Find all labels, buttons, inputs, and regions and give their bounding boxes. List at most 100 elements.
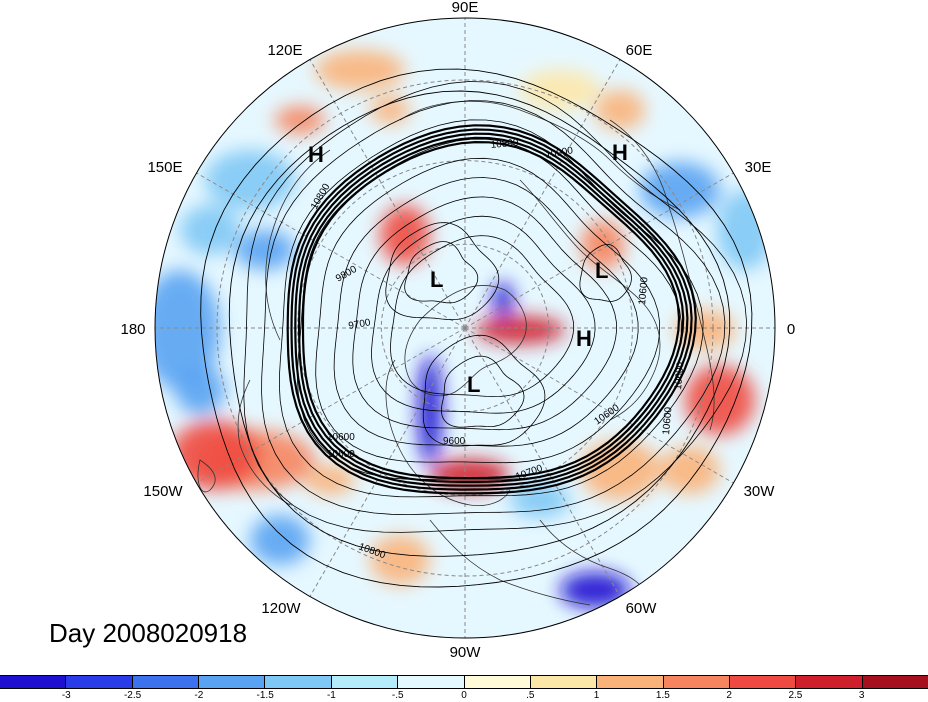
contour-line [301, 140, 681, 480]
contour-line [440, 355, 525, 428]
contour-label: 10600 [327, 432, 355, 443]
anomaly-patch [170, 420, 260, 490]
meridian-line [309, 59, 466, 329]
colorbar-box [131, 676, 199, 688]
contour-line [333, 177, 639, 447]
colorbar-label: -1.5 [256, 690, 274, 701]
lon-label-150w: 150W [143, 483, 183, 500]
meridian-line [464, 172, 734, 329]
low-pressure-label: L [467, 372, 480, 397]
contour-line [228, 90, 731, 557]
anomaly-patch [640, 162, 720, 218]
anomaly-patch [250, 515, 310, 565]
colorbar-box [463, 676, 530, 688]
contour-line [422, 334, 546, 447]
lon-label-60e: 60E [626, 42, 653, 59]
contour-line [315, 157, 660, 464]
contour-line [352, 196, 618, 431]
meridian-line [309, 327, 466, 597]
lon-label-90e: 90E [452, 0, 479, 16]
contour-label: 9600 [443, 436, 466, 447]
low-pressure-label: L [595, 258, 608, 283]
lon-label-0: 0 [787, 321, 795, 338]
colorbar-box [65, 676, 132, 688]
contour-line [200, 68, 753, 588]
contour-line [297, 136, 685, 483]
contour-line [371, 215, 596, 414]
meridian-line [464, 327, 734, 484]
meridian-line [464, 59, 621, 329]
anomaly-patch [380, 205, 430, 265]
colorbar-box [0, 676, 66, 688]
polar-stereographic-map: 10800 10900 10800 9800 9700 9600 10600 1… [120, 0, 795, 661]
contour-label: 10600 [637, 276, 650, 305]
anomaly-patch [493, 282, 513, 318]
longitude-labels: 90E 60E 30E 0 30W 60W 90W 120W 150W 180 … [120, 0, 795, 661]
meridian-line [464, 327, 621, 597]
colorbar-label: 1 [593, 690, 600, 701]
colorbar-label: -.5 [391, 690, 404, 701]
contour-line [385, 222, 500, 321]
lon-label-90w: 90W [450, 644, 482, 661]
colorbar-box [795, 676, 862, 688]
lon-label-30w: 30W [744, 483, 776, 500]
contour-line [404, 241, 479, 304]
meridian-line [196, 172, 466, 329]
colorbar-label: -3 [61, 690, 71, 701]
colorbar-label: -1 [326, 690, 336, 701]
lon-label-150e: 150E [147, 159, 182, 176]
latitude-circle [380, 243, 550, 413]
anomaly-patch [475, 316, 565, 344]
colorbar-label: .5 [526, 690, 535, 701]
anomaly-shading [155, 50, 773, 620]
contour-label: 10900 [545, 145, 575, 161]
colorbar-label: 1.5 [655, 690, 670, 701]
anomaly-patch [595, 90, 645, 130]
colorbar-label: -2.5 [123, 690, 142, 701]
colorbar-box [198, 676, 265, 688]
contour-line [286, 124, 697, 495]
contour-line [294, 132, 689, 487]
contour-line [579, 244, 632, 302]
colorbar [0, 675, 928, 689]
contour-line [261, 100, 726, 516]
anomaly-patch [205, 150, 295, 210]
colorbar-label: 3 [858, 690, 865, 701]
contour-label: 10600 [661, 406, 674, 435]
colorbar-box [596, 676, 663, 688]
map-border [154, 17, 776, 639]
colorbar-label: 2.5 [788, 690, 803, 701]
anomaly-patch [717, 190, 773, 270]
anomaly-patch [430, 459, 510, 491]
contour-label: 10600 [673, 361, 686, 390]
colorbar-box [529, 676, 597, 688]
contour-label: 9700 [348, 317, 372, 332]
graticule [155, 18, 775, 638]
high-pressure-label: H [308, 142, 324, 167]
pressure-centers: H H H L L L [308, 140, 628, 397]
map-title: Day 2008020918 [49, 618, 248, 648]
colorbar-box [264, 676, 331, 688]
low-pressure-label: L [430, 267, 443, 292]
contour-label: 10800 [490, 138, 519, 151]
colorbar-box [662, 676, 729, 688]
lon-label-120e: 120E [267, 42, 302, 59]
lon-label-120w: 120W [261, 600, 301, 617]
colorbar-labels: -3 -2.5 -2 -1.5 -1 -.5 0 .5 1 1.5 2 2.5 3 [0, 690, 928, 702]
anomaly-patch [315, 50, 405, 90]
latitude-circle [216, 79, 714, 577]
colorbar-box [861, 676, 928, 688]
anomaly-patch [275, 106, 325, 134]
colorbar-label: -2 [194, 690, 204, 701]
anomaly-patch [370, 96, 410, 124]
anomaly-patch [580, 440, 660, 500]
contour-line [243, 81, 748, 533]
anomaly-patch [180, 205, 240, 255]
colorbar-label: 0 [461, 690, 467, 701]
lon-label-60w: 60W [626, 600, 658, 617]
colorbar-label: 2 [726, 690, 732, 701]
anomaly-patch [520, 70, 600, 110]
colorbar-box [330, 676, 398, 688]
anomaly-patch [370, 535, 430, 585]
high-pressure-label: H [612, 140, 628, 165]
